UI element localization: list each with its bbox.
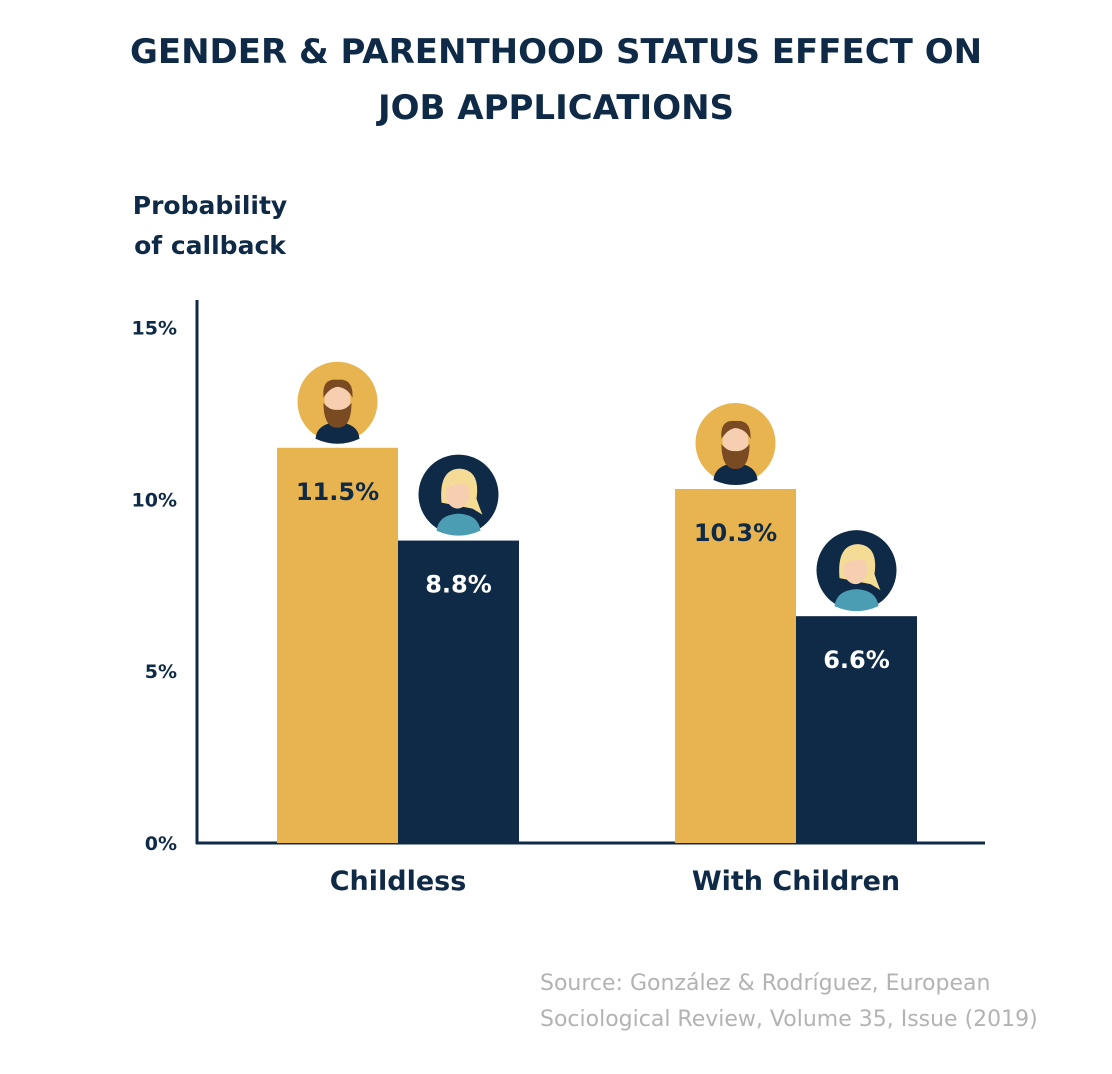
data-label: 11.5%	[296, 478, 379, 506]
woman-avatar-icon	[816, 530, 897, 612]
chart-title-line-2: JOB APPLICATIONS	[377, 88, 735, 128]
bar-women	[796, 616, 917, 843]
y-axis-label-line-1: Probability	[132, 191, 288, 220]
y-tick-label: 15%	[132, 317, 177, 339]
x-category-label: Childless	[330, 866, 467, 897]
avatar-hair	[323, 379, 353, 398]
source-line-2: Sociological Review, Volume 35, Issue (2…	[540, 1007, 1038, 1032]
data-label: 10.3%	[694, 519, 777, 547]
man-avatar-icon	[297, 361, 378, 444]
bar-women	[398, 540, 519, 843]
avatar-shirt	[834, 589, 879, 612]
data-label: 8.8%	[425, 571, 492, 599]
bar-men	[675, 489, 796, 843]
avatar-shirt	[315, 421, 360, 444]
avatar-face	[843, 554, 868, 585]
man-avatar-icon	[695, 403, 776, 486]
avatar-beard	[721, 444, 750, 470]
y-tick-label: 5%	[145, 661, 177, 683]
y-tick-label: 10%	[132, 489, 177, 511]
bar-men	[277, 447, 398, 843]
chart-title-line-1: GENDER & PARENTHOOD STATUS EFFECT ON	[129, 32, 983, 72]
y-axis-label-line-2: of callback	[134, 231, 286, 260]
avatar-bangs	[445, 477, 472, 489]
data-label: 6.6%	[823, 646, 890, 674]
avatar-hair	[721, 420, 751, 440]
avatar-face	[445, 478, 470, 509]
chart-title: GENDER & PARENTHOOD STATUS EFFECT ON JOB…	[0, 24, 1112, 136]
source-citation: Source: González & Rodríguez, European S…	[540, 966, 1100, 1038]
source-line-1: Source: González & Rodríguez, European	[540, 971, 991, 996]
avatar-shirt	[436, 513, 481, 536]
y-axis-label: Probability of callback	[110, 186, 310, 266]
avatar-shirt	[713, 463, 758, 486]
avatar-face	[324, 383, 351, 416]
woman-avatar-icon	[418, 454, 499, 536]
avatar-face	[722, 425, 749, 458]
avatar-beard	[323, 402, 352, 428]
avatar-bangs	[843, 553, 870, 565]
y-tick-label: 0%	[145, 833, 177, 855]
x-category-label: With Children	[692, 866, 900, 897]
